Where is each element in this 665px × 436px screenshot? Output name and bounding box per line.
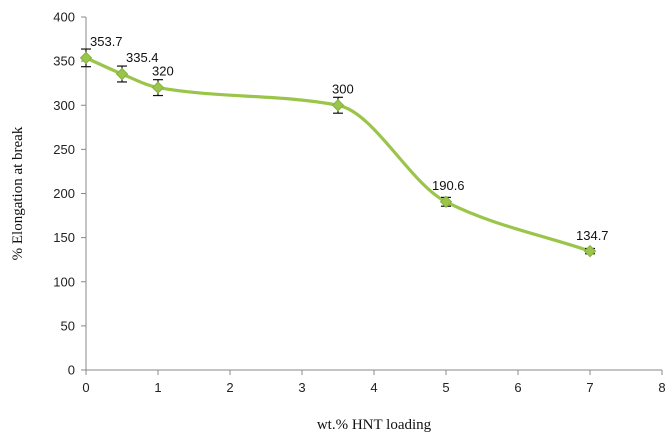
x-tick-label: 0 — [82, 380, 89, 395]
data-point-marker — [115, 67, 129, 81]
data-point-marker — [151, 81, 165, 94]
data-point-marker — [583, 244, 597, 258]
y-axis-title: % Elongation at break — [10, 126, 26, 260]
data-label: 353.7 — [90, 34, 123, 49]
x-tick-label: 6 — [514, 380, 521, 395]
data-label: 300 — [332, 81, 354, 96]
y-tick-label: 300 — [53, 98, 75, 113]
y-tick-label: 0 — [68, 363, 75, 378]
x-tick-label: 7 — [586, 380, 593, 395]
x-tick-label: 2 — [226, 380, 233, 395]
x-tick-label: 5 — [442, 380, 449, 395]
y-ticks: 0 50 100 150 200 250 300 350 400 — [53, 10, 86, 378]
data-label: 190.6 — [432, 178, 465, 193]
x-axis-title: wt.% HNT loading — [317, 417, 432, 433]
x-tick-label: 4 — [370, 380, 377, 395]
y-tick-label: 400 — [53, 10, 75, 25]
x-tick-label: 1 — [154, 380, 161, 395]
y-tick-label: 150 — [53, 230, 75, 245]
data-point-marker — [439, 195, 453, 209]
data-point-marker — [331, 99, 345, 112]
y-tick-label: 100 — [53, 274, 75, 289]
x-tick-label: 8 — [658, 380, 665, 395]
data-label: 134.7 — [576, 228, 609, 243]
x-tick-label: 3 — [298, 380, 305, 395]
y-tick-label: 350 — [53, 54, 75, 69]
y-tick-label: 250 — [53, 142, 75, 157]
data-label: 335.4 — [126, 50, 159, 65]
y-tick-label: 200 — [53, 186, 75, 201]
y-tick-label: 50 — [61, 318, 75, 333]
data-label: 320 — [152, 64, 174, 79]
data-point-marker — [79, 51, 93, 65]
x-ticks: 0 1 2 3 4 5 6 7 8 — [82, 370, 665, 395]
